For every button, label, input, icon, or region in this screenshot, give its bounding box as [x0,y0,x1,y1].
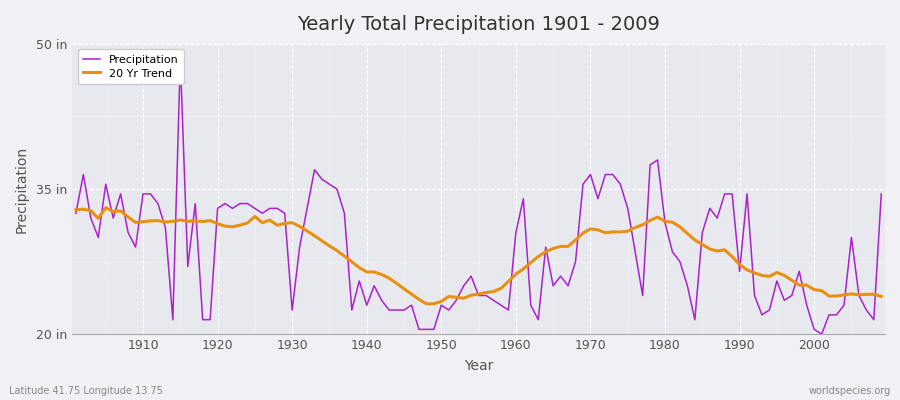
20 Yr Trend [421,301,432,306]
Precipitation [130,245,141,250]
Precipitation [518,196,528,201]
Text: worldspecies.org: worldspecies.org [809,386,891,396]
20 Yr Trend [346,260,357,264]
20 Yr Trend [518,266,528,271]
Precipitation [302,206,312,211]
Precipitation [876,192,886,196]
Precipitation [510,230,521,235]
Text: Latitude 41.75 Longitude 13.75: Latitude 41.75 Longitude 13.75 [9,386,163,396]
20 Yr Trend [615,230,626,234]
Title: Yearly Total Precipitation 1901 - 2009: Yearly Total Precipitation 1901 - 2009 [297,15,660,34]
Y-axis label: Precipitation: Precipitation [15,146,29,233]
20 Yr Trend [526,260,536,265]
Line: 20 Yr Trend: 20 Yr Trend [76,208,881,304]
20 Yr Trend [70,207,81,212]
Precipitation [608,172,618,177]
Precipitation [816,332,827,336]
Precipitation [346,308,357,312]
Precipitation [175,56,185,61]
X-axis label: Year: Year [464,359,493,373]
Line: Precipitation: Precipitation [76,58,881,334]
20 Yr Trend [302,228,312,233]
20 Yr Trend [876,294,886,299]
20 Yr Trend [100,205,111,210]
Precipitation [70,211,81,216]
20 Yr Trend [138,219,148,224]
Legend: Precipitation, 20 Yr Trend: Precipitation, 20 Yr Trend [77,50,184,84]
